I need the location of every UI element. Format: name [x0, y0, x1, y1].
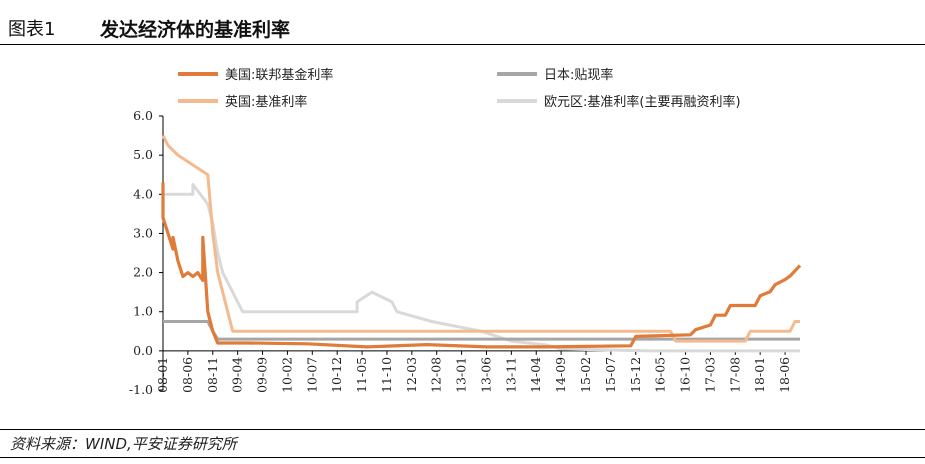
- x-tick-label: 14-09: [553, 357, 568, 393]
- legend-label-3: 欧元区:基准利率(主要再融资利率): [544, 94, 741, 110]
- x-tick-label: 16-05: [653, 357, 668, 393]
- source-note: 资料来源：WIND,平安证券研究所: [10, 435, 237, 453]
- x-tick-label: 16-10: [678, 357, 693, 393]
- y-tick-label: 4.0: [133, 186, 153, 201]
- x-axis: 08-01 08-06 08-11 09-04 09-09 10-02 10-07 10-12…: [155, 350, 800, 393]
- figure-title: 发达经济体的基准利率: [100, 18, 291, 41]
- bottom-divider: [0, 457, 925, 458]
- x-tick-label: 13-01: [454, 357, 469, 393]
- x-tick-label: 11-10: [379, 357, 394, 393]
- x-tick-label: 13-06: [478, 357, 493, 393]
- x-tick-label: 15-07: [603, 357, 618, 393]
- x-tick-label: 11-05: [354, 357, 369, 393]
- legend-label-2: 英国:基准利率: [225, 94, 307, 110]
- y-tick-label: -1.0: [129, 382, 153, 397]
- y-tick-label: 5.0: [133, 147, 153, 162]
- top-divider: [0, 44, 925, 45]
- x-tick-label: 10-07: [304, 357, 319, 393]
- x-tick-label: 13-11: [503, 357, 518, 393]
- x-tick-label: 08-01: [155, 357, 170, 393]
- y-axis: 6.0 5.0 4.0 3.0 2.0 1.0 0.0 -1.0: [129, 108, 164, 397]
- x-tick-label: 15-12: [628, 357, 643, 393]
- source-divider: [0, 429, 925, 430]
- x-tick-label: 10-02: [279, 357, 294, 393]
- y-tick-label: 2.0: [133, 265, 153, 280]
- y-tick-label: 0.0: [133, 343, 153, 358]
- x-tick-label: 14-04: [528, 357, 543, 393]
- figure-title-bar: 图表1 发达经济体的基准利率: [8, 14, 290, 42]
- y-tick-label: 3.0: [133, 225, 153, 240]
- plot-area: [161, 134, 802, 353]
- figure-number: 图表1: [8, 19, 56, 40]
- x-tick-label: 08-11: [205, 357, 220, 393]
- y-tick-label: 1.0: [133, 304, 153, 319]
- x-tick-label: 12-08: [429, 357, 444, 393]
- x-tick-label: 08-06: [180, 357, 195, 393]
- x-tick-label: 09-09: [255, 357, 270, 393]
- x-tick-label: 18-01: [752, 357, 767, 393]
- x-tick-label: 15-02: [578, 357, 593, 393]
- y-tick-label: 6.0: [133, 108, 153, 123]
- x-tick-label: 17-03: [702, 357, 717, 393]
- legend-label-0: 美国:联邦基金利率: [225, 67, 333, 83]
- legend-label-1: 日本:贴现率: [544, 67, 613, 83]
- x-tick-label: 10-12: [329, 357, 344, 393]
- x-tick-label: 18-06: [777, 357, 792, 393]
- x-tick-label: 17-08: [727, 357, 742, 393]
- x-tick-label: 12-03: [404, 357, 419, 393]
- x-tick-label: 09-04: [230, 357, 245, 393]
- series-line-2: [161, 134, 800, 343]
- series-line-0: [161, 182, 802, 349]
